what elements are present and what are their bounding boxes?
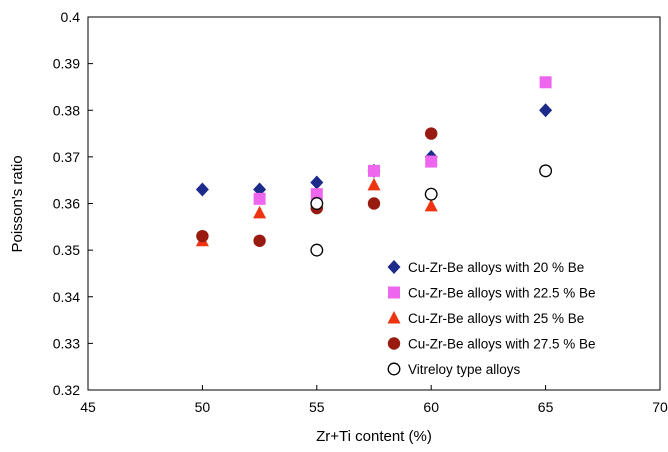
legend-marker-3 [387, 311, 401, 324]
series-1-point [310, 175, 324, 190]
legend-label-3: Cu-Zr-Be alloys with 25 % Be [408, 311, 584, 326]
series-1-point [539, 103, 553, 118]
y-tick-label: 0.39 [53, 56, 80, 72]
series-4-point [367, 197, 381, 210]
series-4-point [425, 127, 438, 140]
x-tick-label: 70 [652, 399, 668, 415]
y-tick-label: 0.34 [53, 289, 80, 305]
legend-label-5: Vitreloy type alloys [408, 362, 521, 377]
series-4-point [196, 229, 209, 243]
y-tick-label: 0.4 [61, 9, 81, 25]
data-points [195, 76, 553, 257]
y-tick-label: 0.33 [53, 335, 80, 351]
series-3-point [253, 205, 267, 219]
series-4-point [253, 234, 266, 247]
x-tick-label: 55 [309, 399, 325, 415]
series-2-point [310, 188, 323, 201]
legend-marker-2 [388, 286, 400, 299]
series-5-point [539, 164, 553, 178]
series-2-point [539, 76, 552, 89]
y-tick-label: 0.37 [53, 149, 80, 165]
legend-label-1: Cu-Zr-Be alloys with 20 % Be [408, 260, 584, 275]
y-tick-label: 0.35 [53, 242, 80, 258]
legend-label-2: Cu-Zr-Be alloys with 22.5 % Be [408, 286, 596, 301]
series-5-point [310, 243, 324, 257]
series-2-point [253, 192, 266, 205]
x-tick-label: 50 [195, 399, 211, 415]
x-axis-ticks: 45 50 55 60 65 70 [80, 385, 668, 415]
series-5-point [424, 187, 438, 201]
series-2-point [425, 155, 438, 168]
legend-marker-1 [387, 260, 401, 274]
series-2-point [368, 164, 380, 177]
series-1-point [195, 182, 209, 197]
y-tick-label: 0.38 [53, 102, 80, 118]
x-axis-title: Zr+Ti content (%) [316, 428, 432, 445]
legend: Cu-Zr-Be alloys with 20 % Be Cu-Zr-Be all… [387, 260, 596, 377]
y-tick-label: 0.36 [53, 196, 80, 212]
y-axis-title: Poisson's ratio [9, 155, 26, 252]
x-tick-label: 60 [423, 399, 439, 415]
series-3-point [367, 177, 381, 191]
y-tick-label: 0.32 [53, 382, 80, 398]
legend-label-4: Cu-Zr-Be alloys with 27.5 % Be [408, 337, 596, 352]
x-tick-label: 65 [538, 399, 554, 415]
legend-marker-5 [387, 362, 401, 376]
series-5-point [310, 197, 324, 210]
legend-marker-4 [387, 337, 401, 350]
x-tick-label: 45 [80, 399, 96, 415]
y-axis-ticks: 0.32 0.33 0.34 0.35 0.36 0.37 0.38 0.39 0.4 [53, 9, 93, 398]
series-3-point [424, 198, 438, 212]
